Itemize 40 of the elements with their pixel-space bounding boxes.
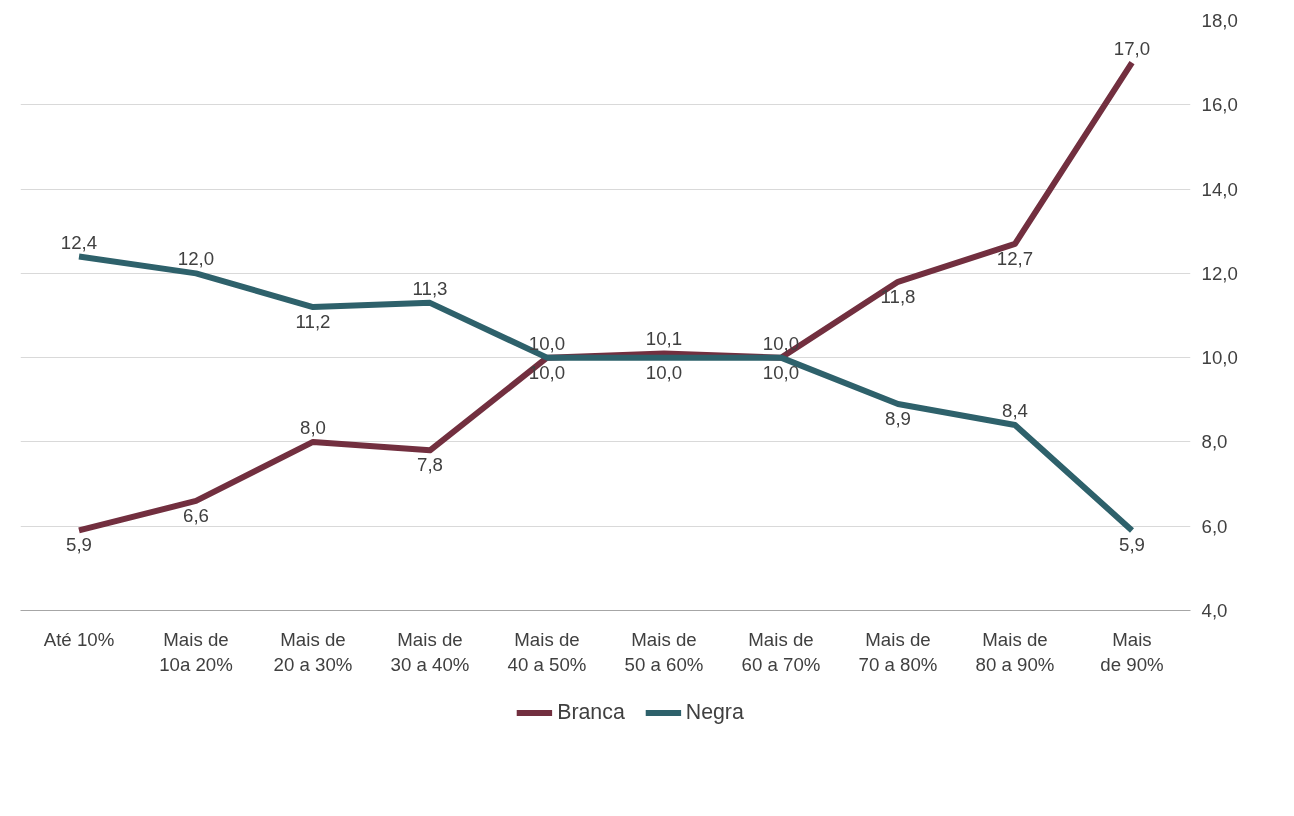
- y-tick-label: 4,0: [1201, 600, 1228, 621]
- x-tick-label: Mais de 10a 20%: [159, 628, 233, 675]
- x-tick-label: Mais de 90%: [1100, 628, 1164, 675]
- data-label: 11,3: [412, 277, 448, 299]
- x-tick-label: Mais de 80 a 90%: [975, 628, 1055, 675]
- data-label: 6,6: [183, 504, 209, 526]
- data-label: 8,4: [1002, 400, 1028, 422]
- y-tick-label: 12,0: [1201, 262, 1238, 284]
- data-label: 7,8: [417, 454, 443, 476]
- data-label: 12,0: [177, 248, 215, 270]
- x-tick-label: Mais de 20 a 30%: [273, 628, 353, 675]
- y-tick-label: 6,0: [1201, 515, 1228, 537]
- data-label: 11,8: [880, 285, 916, 307]
- data-label: 8,0: [300, 416, 326, 438]
- x-tick-label: Mais de 70 a 80%: [858, 628, 938, 675]
- data-label: 5,9: [66, 534, 92, 556]
- x-tick-label: Mais de 30 a 40%: [390, 628, 470, 675]
- legend-label: Branca: [557, 699, 625, 725]
- data-label: 5,9: [1119, 534, 1145, 556]
- x-tick-label: Até 10%: [43, 628, 115, 650]
- legend-label: Negra: [685, 699, 744, 725]
- y-tick-label: 8,0: [1201, 431, 1228, 453]
- data-label: 10,0: [645, 361, 683, 383]
- y-tick-label: 14,0: [1201, 178, 1238, 200]
- data-label: 10,0: [528, 361, 566, 383]
- data-label: 10,0: [762, 332, 800, 354]
- data-label: 17,0: [1113, 37, 1151, 59]
- data-label: 12,7: [996, 247, 1034, 269]
- y-tick-label: 16,0: [1201, 94, 1238, 116]
- data-label: 8,9: [885, 408, 911, 429]
- x-tick-label: Mais de 60 a 70%: [741, 628, 821, 675]
- data-label: 10,0: [528, 332, 566, 354]
- x-tick-label: Mais de 40 a 50%: [507, 628, 587, 675]
- y-tick-label: 10,0: [1201, 347, 1238, 369]
- data-label: 10,0: [762, 361, 800, 383]
- data-label: 11,2: [295, 311, 331, 333]
- data-label: 12,4: [60, 231, 98, 253]
- y-tick-label: 18,0: [1201, 10, 1238, 31]
- x-tick-label: Mais de 50 a 60%: [624, 628, 704, 675]
- data-label: 10,1: [645, 328, 683, 350]
